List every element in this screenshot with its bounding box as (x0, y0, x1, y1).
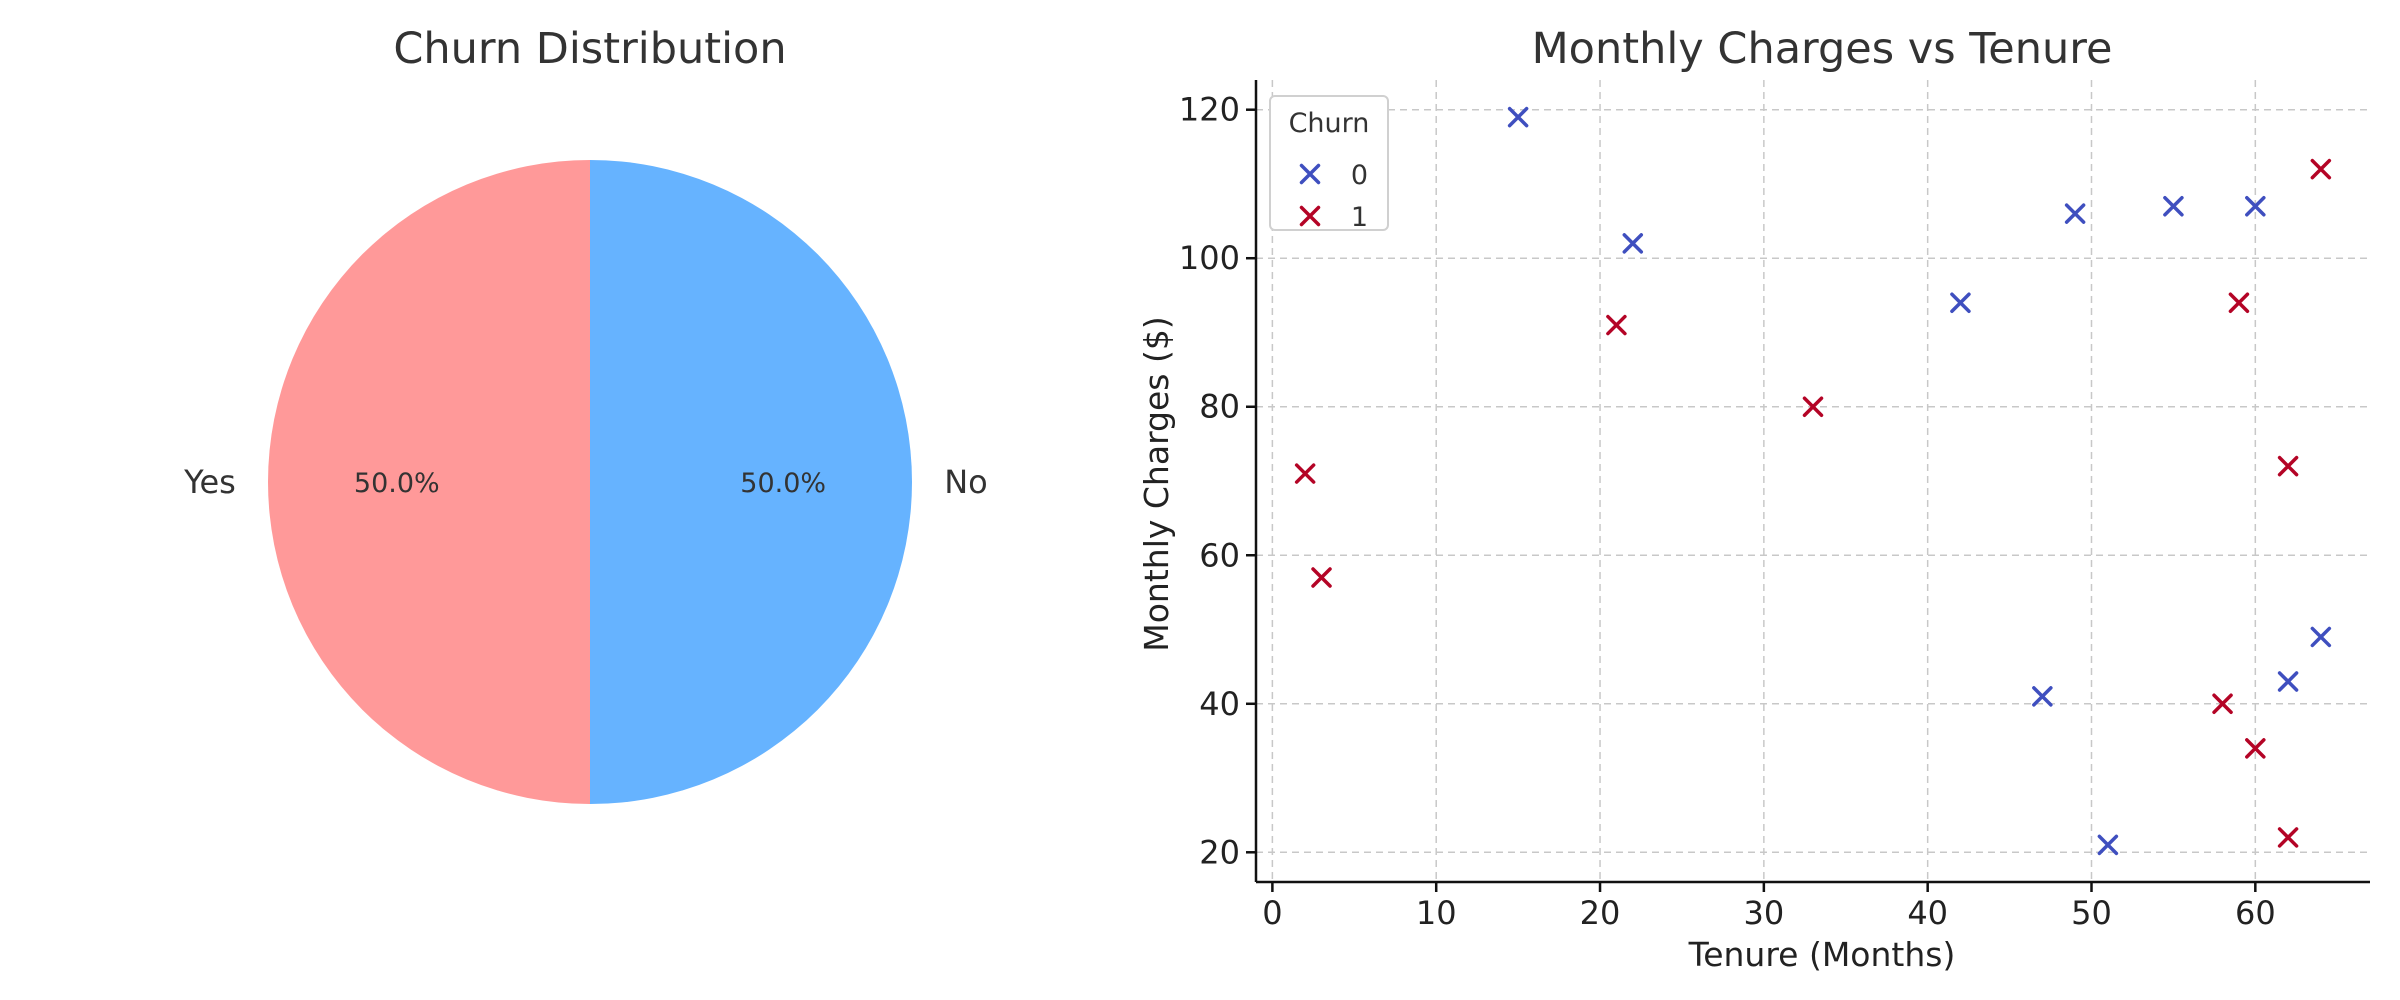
scatter-point-churn-1 (2212, 693, 2233, 715)
scatter-point-churn-1 (2228, 292, 2250, 314)
scatter-point-churn-0 (2245, 195, 2266, 217)
pie-pct-label-no: 50.0% (740, 468, 826, 499)
y-tick-label: 80 (1199, 388, 1240, 426)
scatter-axes (1254, 80, 2370, 884)
x-tick-label: 0 (1262, 894, 1282, 932)
scatter-point-churn-0 (2277, 671, 2299, 692)
scatter-point-churn-1 (1311, 567, 1332, 588)
y-tick-label: 20 (1199, 833, 1240, 871)
legend-label-churn-1: 1 (1351, 202, 1368, 233)
x-tick-label: 30 (1743, 894, 1784, 932)
scatter-point-churn-1 (1294, 463, 1316, 484)
x-tick-label: 10 (1416, 894, 1457, 932)
scatter-point-churn-0 (2032, 686, 2053, 707)
pie-label-yes: Yes (183, 463, 236, 501)
scatter-point-churn-1 (2277, 827, 2299, 848)
pie-pct-label-yes: 50.0% (354, 468, 440, 499)
y-tick-label: 100 (1179, 239, 1240, 277)
scatter-point-churn-0 (1950, 292, 1971, 314)
scatter-point-churn-1 (1802, 396, 1824, 417)
pie-slices (268, 160, 912, 804)
x-tick-label: 60 (2235, 894, 2276, 932)
scatter-point-churn-1 (1606, 314, 1627, 336)
y-tick-label: 120 (1179, 91, 1240, 129)
pie-chart: Churn Distribution No 50.0% Yes 50.0% (183, 24, 988, 804)
pie-slice-yes (268, 160, 590, 804)
x-tick-label: 50 (2071, 894, 2112, 932)
x-tick-label: 40 (1907, 894, 1948, 932)
scatter-point-churn-1 (2277, 455, 2299, 477)
scatter-point-churn-1 (2245, 738, 2266, 759)
x-axis-label: Tenure (Months) (1688, 935, 1956, 974)
legend-marker-churn-0 (1299, 163, 1321, 185)
y-tick-label: 60 (1199, 536, 1240, 574)
scatter-grid (1256, 80, 2370, 882)
pie-chart-title: Churn Distribution (393, 24, 786, 74)
scatter-legend: Churn 0 1 (1269, 95, 1389, 233)
scatter-point-churn-0 (1507, 106, 1529, 128)
legend-marker-churn-1 (1299, 205, 1321, 227)
legend-box (1269, 95, 1389, 231)
y-axis-label: Monthly Charges ($) (1137, 316, 1176, 651)
scatter-chart: Monthly Charges vs Tenure 0 10 20 30 40 50 602… (1137, 24, 2370, 974)
legend-title: Churn (1289, 108, 1370, 139)
legend-label-churn-0: 0 (1351, 160, 1368, 191)
scatter-point-churn-0 (2310, 626, 2332, 648)
scatter-point-churn-0 (1622, 233, 1644, 254)
y-tick-label: 40 (1199, 685, 1240, 723)
scatter-chart-title: Monthly Charges vs Tenure (1532, 24, 2113, 74)
scatter-points (1294, 106, 2332, 856)
scatter-point-churn-0 (2064, 203, 2086, 224)
pie-label-no: No (944, 463, 988, 501)
pie-slice-no (590, 160, 912, 804)
scatter-point-churn-0 (2097, 834, 2119, 856)
x-tick-label: 20 (1580, 894, 1621, 932)
scatter-point-churn-1 (2310, 158, 2332, 180)
pie-labels: No 50.0% Yes 50.0% (183, 463, 988, 501)
scatter-point-churn-0 (2163, 195, 2184, 217)
